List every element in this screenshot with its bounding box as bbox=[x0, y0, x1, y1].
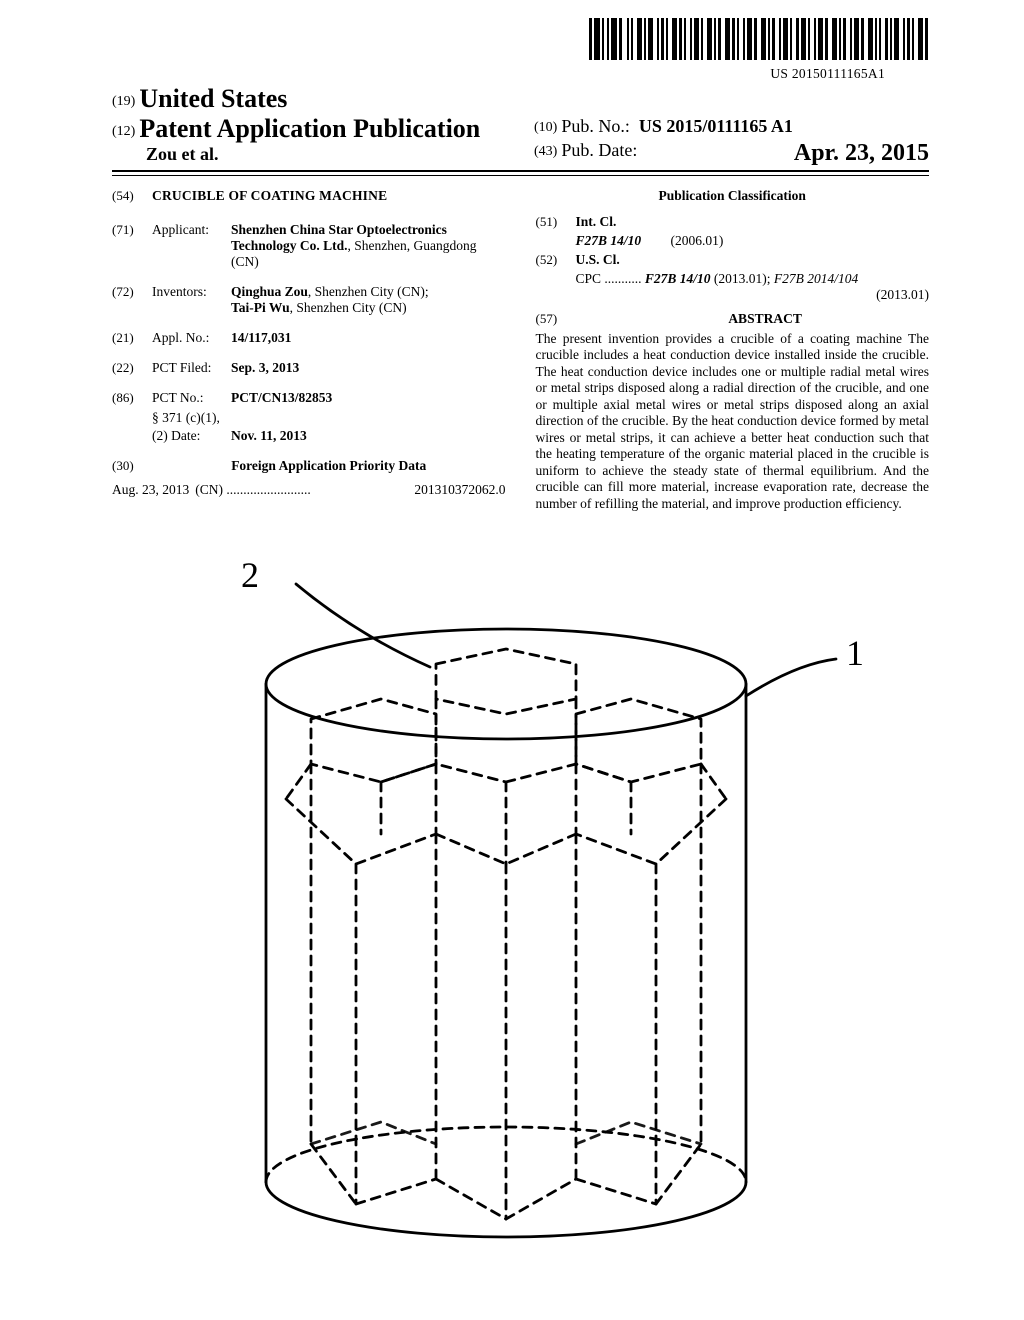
pctfiled-code: (22) bbox=[112, 360, 152, 376]
figure-label-1: 1 bbox=[846, 632, 864, 674]
pubtype-line: (12) Patent Application Publication bbox=[112, 114, 507, 144]
pctfiled-bold: Sep. 3, 2013 bbox=[231, 360, 299, 375]
inventors-val: Qinghua Zou, Shenzhen City (CN); Tai-Pi W… bbox=[231, 284, 506, 316]
pctfiled-key: PCT Filed: bbox=[152, 360, 231, 376]
intcl-ver: (2006.01) bbox=[671, 233, 724, 249]
priority-date: Aug. 23, 2013 bbox=[112, 482, 189, 498]
abstract-body: The present invention provides a crucibl… bbox=[536, 331, 930, 512]
uscl-row: (52) U.S. Cl. bbox=[536, 252, 930, 268]
uscl-key: U.S. Cl. bbox=[576, 252, 620, 268]
applno-row: (21) Appl. No.: 14/117,031 bbox=[112, 330, 506, 346]
inventor2-bold: Tai-Pi Wu bbox=[231, 300, 290, 315]
priority-head: Foreign Application Priority Data bbox=[152, 458, 506, 474]
cpc1-rest: (2013.01); bbox=[711, 271, 774, 286]
authors-line: Zou et al. bbox=[146, 144, 507, 165]
title-code: (54) bbox=[112, 188, 152, 204]
s371-val: Nov. 11, 2013 bbox=[231, 428, 307, 444]
uscl-code: (52) bbox=[536, 252, 576, 268]
cpc2-ital: F27B 2014/104 bbox=[774, 271, 858, 286]
pubno-line: (10) Pub. No.: US 2015/0111165 A1 bbox=[534, 116, 929, 137]
applno-bold: 14/117,031 bbox=[231, 330, 291, 345]
abstract-head-row: (57) ABSTRACT bbox=[536, 311, 930, 327]
priority-cc: (CN) bbox=[195, 482, 223, 497]
cpc-tail: (2013.01) bbox=[536, 287, 930, 303]
cpc-label: CPC ........... bbox=[576, 271, 642, 286]
pubno-code: (10) bbox=[534, 120, 557, 135]
intcl-key: Int. Cl. bbox=[576, 214, 617, 230]
pubdate-value: Apr. 23, 2015 bbox=[794, 140, 929, 167]
inventor1-bold: Qinghua Zou bbox=[231, 284, 308, 299]
pctno-code: (86) bbox=[112, 390, 152, 406]
pubtype-code: (12) bbox=[112, 124, 135, 139]
s371-row: (2) Date: Nov. 11, 2013 bbox=[152, 428, 506, 444]
pctfiled-row: (22) PCT Filed: Sep. 3, 2013 bbox=[112, 360, 506, 376]
abstract-code: (57) bbox=[536, 311, 558, 327]
inventors-key: Inventors: bbox=[152, 284, 231, 316]
applno-key: Appl. No.: bbox=[152, 330, 231, 346]
priority-code: (30) bbox=[112, 458, 152, 474]
cpc1-bold: F27B 14/10 bbox=[645, 271, 711, 286]
pubtype-text: Patent Application Publication bbox=[139, 114, 480, 143]
left-column: (54) CRUCIBLE OF COATING MACHINE (71) Ap… bbox=[112, 188, 506, 512]
applicant-code: (71) bbox=[112, 222, 152, 270]
inventor1-rest: , Shenzhen City (CN); bbox=[308, 284, 429, 299]
pubdate-line: (43) Pub. Date: Apr. 23, 2015 bbox=[534, 140, 929, 167]
figure-label-2: 2 bbox=[241, 554, 259, 596]
priority-head-row: (30) Foreign Application Priority Data bbox=[112, 458, 506, 474]
intcl-sym: F27B 14/10 bbox=[576, 233, 671, 249]
crucible-diagram bbox=[156, 564, 876, 1294]
barcode-graphic bbox=[589, 18, 929, 60]
header-rule-thick bbox=[112, 170, 929, 172]
applicant-key: Applicant: bbox=[152, 222, 231, 270]
priority-mid: (CN) ......................... bbox=[195, 482, 408, 498]
intcl-row: (51) Int. Cl. bbox=[536, 214, 930, 230]
pctno-row: (86) PCT No.: PCT/CN13/82853 bbox=[112, 390, 506, 406]
pctno-key: PCT No.: bbox=[152, 390, 231, 406]
priority-dots: ......................... bbox=[226, 482, 310, 497]
body-columns: (54) CRUCIBLE OF COATING MACHINE (71) Ap… bbox=[112, 188, 929, 512]
s371-key2: (2) Date: bbox=[152, 428, 231, 444]
applicant-row: (71) Applicant: Shenzhen China Star Opto… bbox=[112, 222, 506, 270]
patent-figure: 2 1 bbox=[156, 564, 876, 1294]
inventors-row: (72) Inventors: Qinghua Zou, Shenzhen Ci… bbox=[112, 284, 506, 316]
applno-val: 14/117,031 bbox=[231, 330, 506, 346]
header: (19) United States (12) Patent Application… bbox=[112, 84, 929, 167]
abstract-head: ABSTRACT bbox=[728, 311, 802, 326]
classification-head: Publication Classification bbox=[536, 188, 930, 204]
country-name: United States bbox=[139, 84, 287, 113]
pctno-bold: PCT/CN13/82853 bbox=[231, 390, 332, 405]
priority-num: 201310372062.0 bbox=[414, 482, 505, 498]
intcl-sub: F27B 14/10 (2006.01) bbox=[576, 233, 930, 249]
right-column: Publication Classification (51) Int. Cl.… bbox=[536, 188, 930, 512]
pubno-value: US 2015/0111165 A1 bbox=[639, 116, 793, 136]
country-line: (19) United States bbox=[112, 84, 507, 114]
country-code: (19) bbox=[112, 94, 135, 109]
pubno-label: Pub. No.: bbox=[561, 116, 630, 136]
priority-row: Aug. 23, 2013 (CN) .....................… bbox=[112, 482, 506, 498]
header-rule-thin bbox=[112, 175, 929, 176]
cpc-line: CPC ........... F27B 14/10 (2013.01); F2… bbox=[576, 271, 930, 287]
pctno-val: PCT/CN13/82853 bbox=[231, 390, 506, 406]
inventor2-rest: , Shenzhen City (CN) bbox=[290, 300, 407, 315]
pubdate-label: Pub. Date: bbox=[561, 140, 637, 160]
applicant-val: Shenzhen China Star Optoelectronics Tech… bbox=[231, 222, 506, 270]
s371-key: § 371 (c)(1), bbox=[152, 410, 506, 426]
pctfiled-val: Sep. 3, 2013 bbox=[231, 360, 506, 376]
title-row: (54) CRUCIBLE OF COATING MACHINE bbox=[112, 188, 506, 204]
applno-code: (21) bbox=[112, 330, 152, 346]
barcode-text: US 20150111165A1 bbox=[589, 66, 929, 82]
barcode-region: US 20150111165A1 bbox=[589, 18, 929, 82]
pubdate-code: (43) bbox=[534, 144, 557, 159]
inventors-code: (72) bbox=[112, 284, 152, 316]
intcl-code: (51) bbox=[536, 214, 576, 230]
invention-title: CRUCIBLE OF COATING MACHINE bbox=[152, 188, 387, 204]
